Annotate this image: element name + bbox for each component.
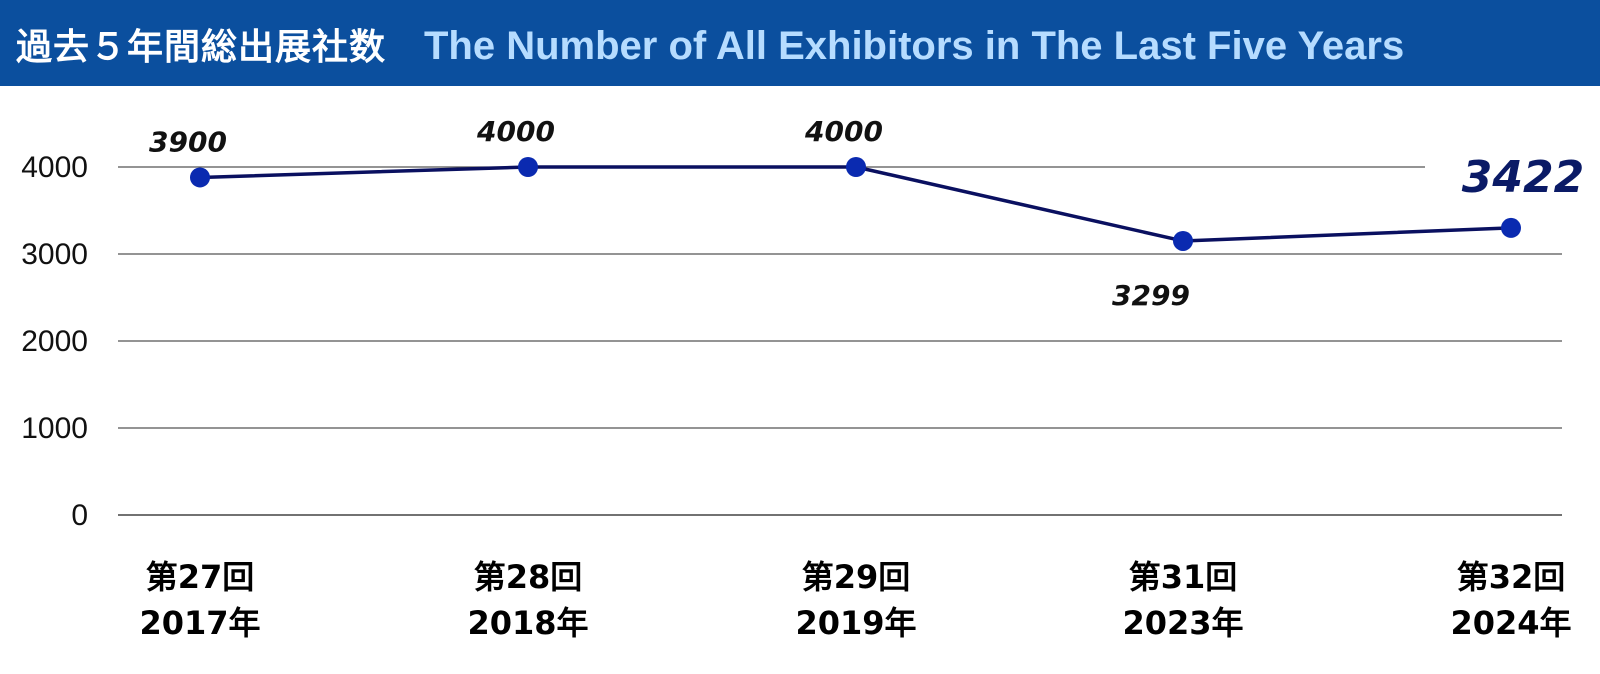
- x-category-year-label: 2018年: [467, 604, 588, 642]
- y-tick-label: 1000: [21, 412, 88, 445]
- x-category-label: 第28回: [474, 558, 583, 596]
- x-category-label: 第31回: [1129, 558, 1238, 596]
- x-category-year-label: 2017年: [139, 604, 260, 642]
- x-category-label: 第27回: [146, 558, 255, 596]
- x-category-year-label: 2024年: [1450, 604, 1571, 642]
- y-tick-label: 4000: [21, 151, 88, 184]
- data-label: 4000: [804, 115, 883, 148]
- data-point: [518, 157, 538, 177]
- chart-title-japanese: 過去５年間総出展社数: [16, 27, 387, 68]
- x-category-label: 第29回: [802, 558, 911, 596]
- data-label: 4000: [476, 115, 555, 148]
- x-category-label: 第32回: [1457, 558, 1566, 596]
- data-point: [190, 167, 210, 188]
- data-label: 3900: [149, 125, 227, 158]
- data-point: [846, 157, 866, 177]
- chart-title-english: The Number of All Exhibitors in The Last…: [424, 24, 1405, 68]
- y-tick-label: 0: [71, 499, 88, 532]
- data-label: 3422: [1462, 152, 1584, 203]
- data-point: [1173, 230, 1193, 251]
- chart-header: 過去５年間総出展社数 The Number of All Exhibitors …: [0, 0, 1600, 86]
- data-label: 3299: [1112, 279, 1190, 312]
- series-line: [199, 165, 1512, 243]
- y-tick-label: 3000: [21, 238, 88, 271]
- x-category-year-label: 2019年: [795, 604, 916, 642]
- y-tick-label: 2000: [21, 325, 88, 358]
- x-category-year-label: 2023年: [1122, 604, 1243, 642]
- data-point: [1501, 217, 1521, 238]
